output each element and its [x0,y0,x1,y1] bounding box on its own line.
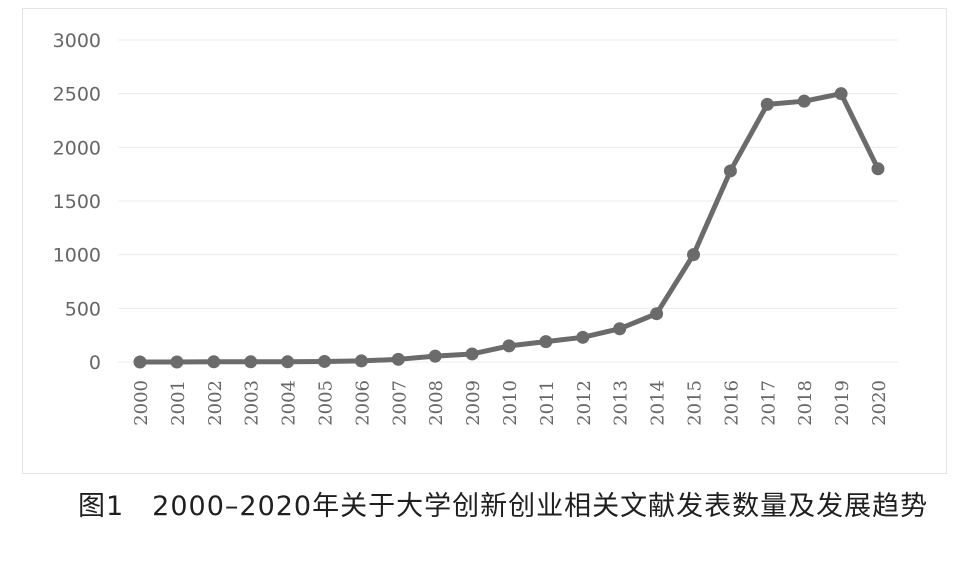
x-tick-label: 2000 [131,380,152,426]
data-point [428,349,442,363]
y-tick-label: 1000 [53,245,101,267]
data-point [318,354,331,368]
data-point [871,162,885,176]
data-point [170,355,184,369]
x-tick-label: 2016 [721,380,742,426]
x-tick-label: 2007 [389,380,410,426]
x-tick-label: 2009 [463,380,484,426]
chart-frame [22,8,947,474]
data-point [465,347,479,361]
figure-caption: 图1 2000–2020年关于大学创新创业相关文献发表数量及发展趋势 [78,491,929,522]
y-tick-label: 3000 [53,30,101,52]
y-tick-label: 0 [89,352,101,374]
line-chart: 0 500 1000 1500 2000 2500 3000 2000 2001 2002 2003… [53,30,898,426]
x-tick-label: 2001 [168,380,189,426]
data-point [207,355,221,369]
data-point [650,307,664,321]
data-point [244,355,258,369]
data-point [354,354,368,368]
x-tick-label: 2012 [574,380,595,426]
y-tick-label: 2000 [53,137,101,159]
x-tick-label: 2010 [500,380,521,426]
data-point [281,355,295,369]
series-line [137,91,881,365]
x-tick-label: 2003 [242,380,263,426]
data-point [613,322,627,336]
x-tick-label: 2019 [832,380,853,426]
x-tick-label: 2011 [537,380,558,426]
x-tick-label: 2005 [316,380,337,426]
data-point [760,97,774,111]
data-point [797,94,811,108]
data-point [539,335,553,349]
data-point [133,355,147,369]
x-tick-label: 2014 [648,380,669,426]
y-tick-label: 2500 [53,84,101,106]
y-tick-label: 1500 [53,191,101,213]
data-point [723,164,737,178]
data-point [834,87,848,101]
x-tick-label: 2013 [611,380,632,426]
x-tick-label: 2002 [205,380,226,426]
data-point [391,352,405,366]
data-point [502,339,516,353]
y-tick-label: 500 [65,298,101,320]
data-point [576,330,590,344]
x-tick-label: 2004 [279,380,300,426]
x-tick-label: 2020 [869,380,890,426]
x-tick-label: 2015 [685,380,706,426]
data-point [687,248,700,262]
x-tick-label: 2006 [352,380,373,426]
x-tick-label: 2017 [758,380,779,426]
x-tick-label: 2018 [795,380,816,426]
x-tick-label: 2008 [426,380,447,426]
